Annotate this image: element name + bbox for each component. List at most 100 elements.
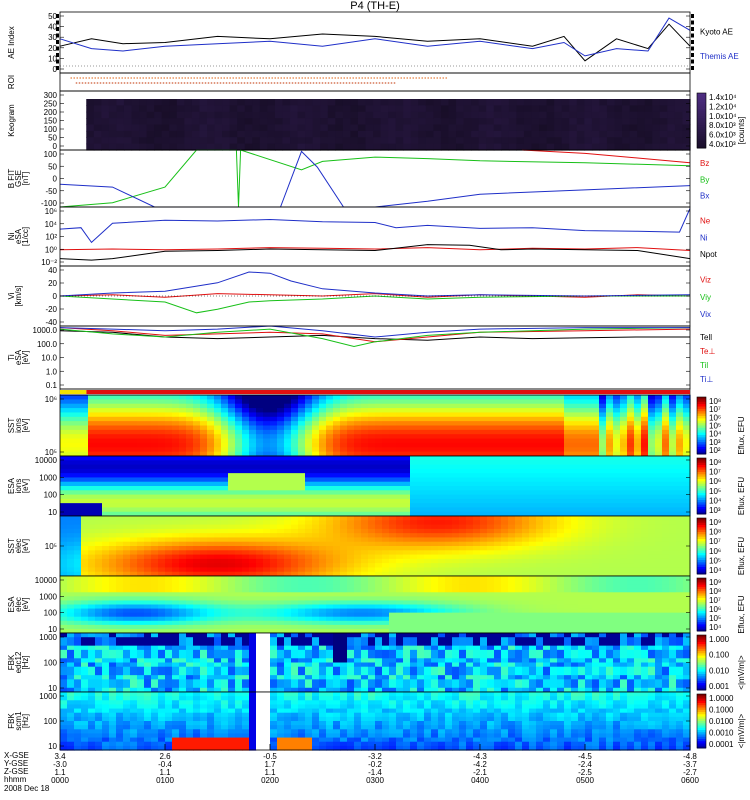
legend-bfit-2: Bx bbox=[700, 192, 709, 201]
bfit-ylabel-2: GSE bbox=[14, 170, 23, 187]
ti-ytick: 1000.0 bbox=[33, 326, 58, 335]
series-ae-themisae bbox=[59, 17, 691, 57]
bfit-ytick: -50 bbox=[45, 187, 57, 196]
ae-ytick: 50 bbox=[48, 12, 57, 21]
vi-ylabel-1: Vi bbox=[7, 292, 16, 299]
ephemeris-value: 3.4 bbox=[54, 752, 66, 761]
ephemeris-value: -3.0 bbox=[53, 760, 67, 769]
fbk_s-ytick: 10 bbox=[48, 742, 57, 751]
ephemeris-value: 1.1 bbox=[54, 768, 66, 777]
legend-ae-0: Kyoto AE bbox=[700, 28, 733, 37]
esa_e-ylabel-3: [eV] bbox=[21, 597, 30, 611]
esa_i-colorbar-tick: 10³ bbox=[709, 506, 721, 515]
esa_e-colorbar-tick: 10⁵ bbox=[709, 614, 721, 623]
fbk_e-spectrogram bbox=[60, 633, 691, 693]
keogram-colorbar-tick: 1.0x10⁴ bbox=[709, 112, 737, 121]
sst_i-colorbar-tick: 10⁴ bbox=[709, 430, 722, 439]
ti-ytick: 100.0 bbox=[37, 340, 58, 349]
sst_e-spectrogram bbox=[60, 516, 691, 577]
ti-ytick: 1.0 bbox=[46, 367, 58, 376]
legend-vi-2: Vix bbox=[700, 310, 711, 319]
vi-ytick: 40 bbox=[48, 266, 57, 275]
ae-ytick: 40 bbox=[48, 23, 57, 32]
ephemeris-value: -3.7 bbox=[683, 760, 697, 769]
legend-vi-0: Viz bbox=[700, 276, 711, 285]
ephemeris-value: -2.5 bbox=[578, 768, 592, 777]
series-ni-ni bbox=[59, 208, 691, 244]
esa_e-ytick: 10 bbox=[48, 625, 57, 634]
esa_e-ylabel-2: elec bbox=[14, 597, 23, 612]
panel-frame-bfit bbox=[59, 149, 691, 208]
fbk_e-ytick: 1000 bbox=[39, 633, 57, 642]
legend-ti-1: Te⊥ bbox=[700, 347, 715, 356]
ephemeris-value: 0200 bbox=[261, 776, 279, 785]
esa_i-colorbar-tick: 10⁸ bbox=[709, 458, 721, 467]
esa_i-ytick: 10000 bbox=[35, 456, 58, 465]
fbk_e-ylabel-2: edc12 bbox=[14, 651, 23, 673]
legend-ni-1: Ni bbox=[700, 233, 708, 242]
sst_i-colorbar-tick: 10⁶ bbox=[709, 413, 721, 422]
panel-frame-ti bbox=[59, 325, 691, 390]
ni-ytick: 10² bbox=[45, 233, 57, 242]
ephemeris-value: 0300 bbox=[366, 776, 384, 785]
series-ae-kyotoae bbox=[59, 23, 691, 62]
keogram-ytick: 100 bbox=[44, 125, 58, 134]
legend-ni-2: Npot bbox=[700, 250, 718, 259]
fbk_s-colorbar-tick: 0.0001 bbox=[709, 740, 734, 749]
sst_e-ylabel-1: SST bbox=[7, 538, 16, 554]
sst_i-ylabel-3: [eV] bbox=[21, 418, 30, 432]
ephemeris-value: 1.1 bbox=[159, 768, 171, 777]
fbk_e-colorbar-tick: 1.000 bbox=[709, 635, 730, 644]
ephemeris-value: -1.4 bbox=[368, 768, 382, 777]
date-label: 2008 Dec 18 bbox=[4, 784, 50, 793]
esa_e-ytick: 10000 bbox=[35, 576, 58, 585]
fbk_s-spectrogram bbox=[60, 692, 691, 751]
series-bfit-bz bbox=[521, 149, 691, 164]
esa_e-colorbar-label: Eflux, EFU bbox=[737, 595, 746, 633]
sst_i-ytick: 10⁶ bbox=[45, 395, 57, 404]
ephemeris-value: 1.7 bbox=[264, 760, 276, 769]
sst_e-ytick: 10⁵ bbox=[45, 542, 57, 551]
keogram-ytick: 300 bbox=[44, 91, 58, 100]
ephemeris-value: -4.2 bbox=[473, 760, 487, 769]
keogram-ytick: 0 bbox=[53, 142, 58, 151]
keogram-ytick: 150 bbox=[44, 117, 58, 126]
esa_e-colorbar-tick: 10⁶ bbox=[709, 605, 721, 614]
ephemeris-value: -4.3 bbox=[473, 752, 487, 761]
keogram-colorbar bbox=[696, 92, 707, 149]
series-bfit-bx bbox=[59, 150, 691, 208]
legend-ti-3: Ti⊥ bbox=[700, 375, 713, 384]
fbk_s-ylabel-3: [Hz] bbox=[21, 714, 30, 728]
ti-ytick: 0.1 bbox=[46, 381, 58, 390]
fbk_e-ytick: 100 bbox=[44, 659, 58, 668]
ephemeris-value: 0000 bbox=[51, 776, 69, 785]
fbk_e-ylabel-1: FBK bbox=[7, 654, 16, 670]
keogram-colorbar-tick: 4.0x10³ bbox=[709, 140, 736, 149]
ephemeris-value: 2.6 bbox=[159, 752, 171, 761]
legend-ti-0: Tell bbox=[700, 333, 712, 342]
esa_e-colorbar-tick: 10⁴ bbox=[709, 623, 722, 632]
fbk_s-ylabel-2: scm1 bbox=[14, 711, 23, 731]
ae-ytick: 10 bbox=[48, 54, 57, 63]
esa_e-colorbar-tick: 10⁸ bbox=[709, 587, 721, 596]
esa_i-colorbar-tick: 10⁷ bbox=[709, 468, 721, 477]
ephemeris-value: -4.5 bbox=[578, 752, 592, 761]
ti-ylabel-2: eSA bbox=[14, 349, 23, 365]
keogram-colorbar-tick: 8.0x10³ bbox=[709, 121, 736, 130]
ephemeris-value: 1.1 bbox=[264, 768, 276, 777]
sst_i-ylabel-2: ions bbox=[14, 418, 23, 433]
legend-ae-1: Themis AE bbox=[700, 52, 739, 61]
ephemeris-value: -2.4 bbox=[578, 760, 592, 769]
fbk_s-colorbar-tick: 1.0000 bbox=[709, 694, 734, 703]
esa_e-ytick: 1000 bbox=[39, 592, 57, 601]
ephemeris-y-label: Y-GSE bbox=[4, 759, 29, 768]
ni-ytick: 10⁻² bbox=[41, 258, 57, 267]
sst_i-colorbar-tick: 10² bbox=[709, 446, 721, 455]
ni-ylabel-1: Ni bbox=[7, 233, 16, 241]
sst_i-colorbar bbox=[696, 396, 707, 455]
ephemeris-value: 0100 bbox=[156, 776, 174, 785]
esa_e-colorbar-tick: 10⁷ bbox=[709, 596, 721, 605]
sst_e-colorbar-tick: 10⁶ bbox=[709, 547, 721, 556]
keogram-colorbar-tick: 1.2x10⁴ bbox=[709, 102, 737, 111]
legend-bfit-0: Bz bbox=[700, 159, 709, 168]
